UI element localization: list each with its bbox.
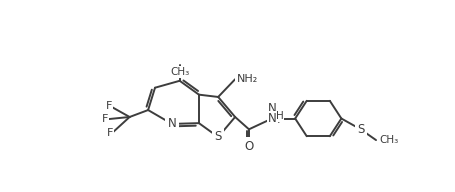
Text: F: F [101,114,108,124]
Text: NH₂: NH₂ [237,74,258,84]
Text: O: O [244,140,253,153]
Text: N: N [268,102,277,115]
Text: N: N [167,118,177,130]
Text: F: F [107,128,113,138]
Text: F: F [106,101,112,111]
Text: S: S [214,131,222,143]
Text: H: H [276,111,283,121]
Text: CH₃: CH₃ [379,135,399,145]
Text: CH₃: CH₃ [170,67,189,77]
Text: S: S [357,123,364,136]
Text: H: H [272,115,280,125]
Text: N: N [268,112,277,125]
Text: O: O [244,140,253,153]
